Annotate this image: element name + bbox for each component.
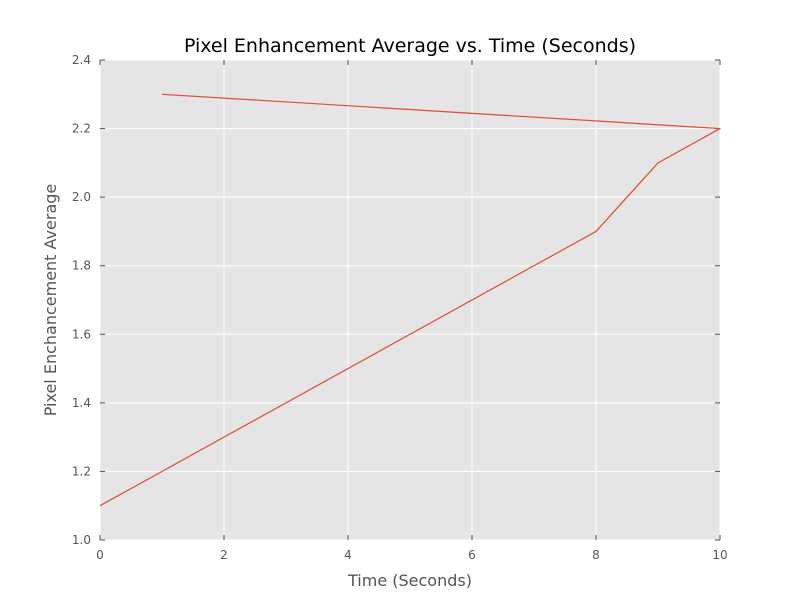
y-tick-label: 1.4 <box>72 396 91 410</box>
x-tick-label: 2 <box>220 548 228 562</box>
data-series <box>99 93 721 507</box>
grid-lines <box>99 59 721 541</box>
y-axis-title: Pixel Enchancement Average <box>41 184 60 417</box>
y-tick-label: 2.2 <box>72 122 91 136</box>
x-tick-label: 8 <box>592 548 600 562</box>
x-tick-label: 6 <box>468 548 476 562</box>
y-tick-label: 1.6 <box>72 327 91 341</box>
x-tick-label: 10 <box>712 548 727 562</box>
axis-ticks: 0 2 4 6 8 10 1.0 1.2 1.4 1.6 1.8 2.0 2.2 2.4 <box>72 53 728 562</box>
chart-title: Pixel Enhancement Average vs. Time (Seco… <box>184 35 636 57</box>
plot-area <box>100 60 720 540</box>
x-tick-label: 0 <box>96 548 104 562</box>
y-tick-label: 1.8 <box>72 259 91 273</box>
x-axis-title: Time (Seconds) <box>347 571 472 590</box>
y-tick-label: 1.2 <box>72 464 91 478</box>
y-tick-label: 2.0 <box>72 190 91 204</box>
y-tick-label: 1.0 <box>72 533 91 547</box>
series-line <box>99 93 721 507</box>
y-tick-label: 2.4 <box>72 53 91 67</box>
x-tick-label: 4 <box>344 548 352 562</box>
